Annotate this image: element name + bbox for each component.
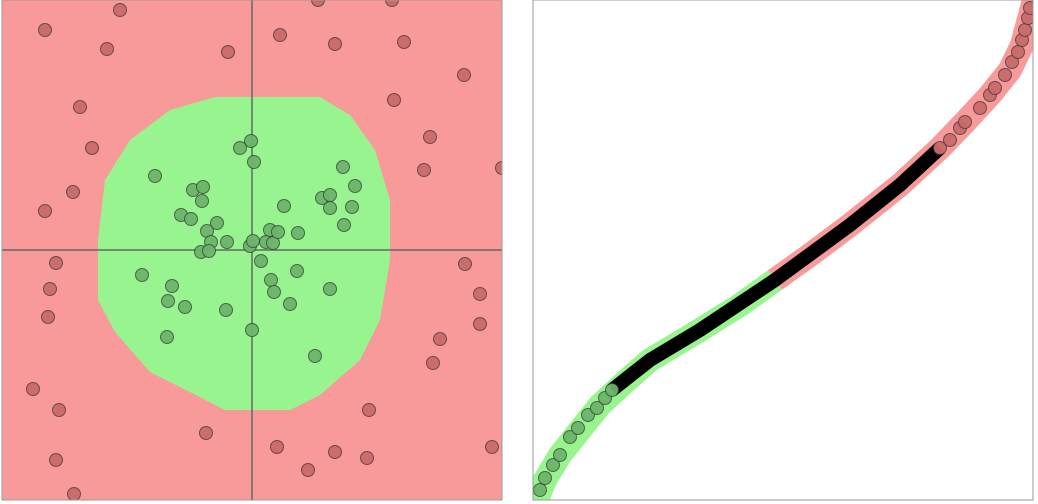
data-point xyxy=(417,163,431,177)
data-point xyxy=(52,403,66,417)
data-point xyxy=(246,234,260,248)
data-point xyxy=(323,188,337,202)
data-point xyxy=(245,323,259,337)
data-point xyxy=(220,235,234,249)
data-point xyxy=(328,37,342,51)
data-point xyxy=(85,141,99,155)
left-frame xyxy=(1,0,503,501)
data-point xyxy=(397,35,411,49)
data-point xyxy=(553,448,567,462)
data-point xyxy=(590,401,604,415)
data-point xyxy=(473,287,487,301)
data-point xyxy=(219,303,233,317)
data-point xyxy=(998,68,1012,82)
data-point xyxy=(457,68,471,82)
data-point xyxy=(323,201,337,215)
data-point xyxy=(247,155,261,169)
data-point xyxy=(161,294,175,308)
data-point xyxy=(387,93,401,107)
data-point xyxy=(113,3,127,17)
data-point xyxy=(254,254,268,268)
data-point xyxy=(195,194,209,208)
data-point xyxy=(221,45,235,59)
data-point xyxy=(345,200,359,214)
data-point xyxy=(178,300,192,314)
data-point xyxy=(308,349,322,363)
data-point xyxy=(49,256,63,270)
data-point xyxy=(267,285,281,299)
data-point xyxy=(1011,45,1025,59)
data-point xyxy=(311,0,325,7)
data-point xyxy=(66,185,80,199)
data-point xyxy=(433,332,447,346)
data-point xyxy=(184,212,198,226)
left-panel xyxy=(2,0,502,500)
data-point xyxy=(571,421,585,435)
data-point xyxy=(67,487,81,500)
data-point xyxy=(563,430,577,444)
data-point xyxy=(933,141,947,155)
data-point xyxy=(336,160,350,174)
data-point xyxy=(277,199,291,213)
data-point xyxy=(337,218,351,232)
data-point xyxy=(100,42,114,56)
data-point xyxy=(43,282,57,296)
curve-line xyxy=(607,142,945,396)
data-point xyxy=(244,134,258,148)
data-point xyxy=(1023,1,1033,15)
data-point xyxy=(202,244,216,258)
data-point xyxy=(301,463,315,477)
data-point xyxy=(160,330,174,344)
data-point xyxy=(426,356,440,370)
data-point xyxy=(348,179,362,193)
right-frame xyxy=(532,0,1034,501)
data-point xyxy=(362,403,376,417)
data-point xyxy=(605,383,619,397)
data-point xyxy=(165,279,179,293)
data-point xyxy=(196,180,210,194)
data-point xyxy=(538,471,552,485)
data-point xyxy=(323,282,337,296)
data-point xyxy=(41,310,55,324)
panel-background xyxy=(533,0,1033,500)
data-point xyxy=(73,100,87,114)
data-point xyxy=(458,257,472,271)
data-point xyxy=(38,204,52,218)
data-point xyxy=(988,81,1002,95)
data-point xyxy=(533,483,547,497)
data-point xyxy=(495,161,502,175)
data-point xyxy=(360,451,374,465)
data-point xyxy=(270,440,284,454)
data-point xyxy=(423,130,437,144)
data-point xyxy=(233,141,247,155)
data-point xyxy=(485,440,499,454)
data-point xyxy=(283,297,297,311)
data-point xyxy=(958,115,972,129)
data-point xyxy=(385,0,399,7)
data-point xyxy=(148,169,162,183)
data-point xyxy=(1018,23,1032,37)
data-point xyxy=(26,382,40,396)
data-point xyxy=(290,264,304,278)
data-point xyxy=(943,133,957,147)
data-point xyxy=(291,226,305,240)
data-point xyxy=(49,453,63,467)
data-point xyxy=(199,426,213,440)
data-point xyxy=(264,273,278,287)
data-point xyxy=(273,28,287,42)
data-point xyxy=(473,317,487,331)
data-point xyxy=(271,225,285,239)
data-point xyxy=(328,445,342,459)
data-point xyxy=(135,268,149,282)
data-point xyxy=(546,458,560,472)
data-point xyxy=(38,23,52,37)
data-point xyxy=(210,216,224,230)
right-panel xyxy=(533,0,1033,500)
data-point xyxy=(973,101,987,115)
